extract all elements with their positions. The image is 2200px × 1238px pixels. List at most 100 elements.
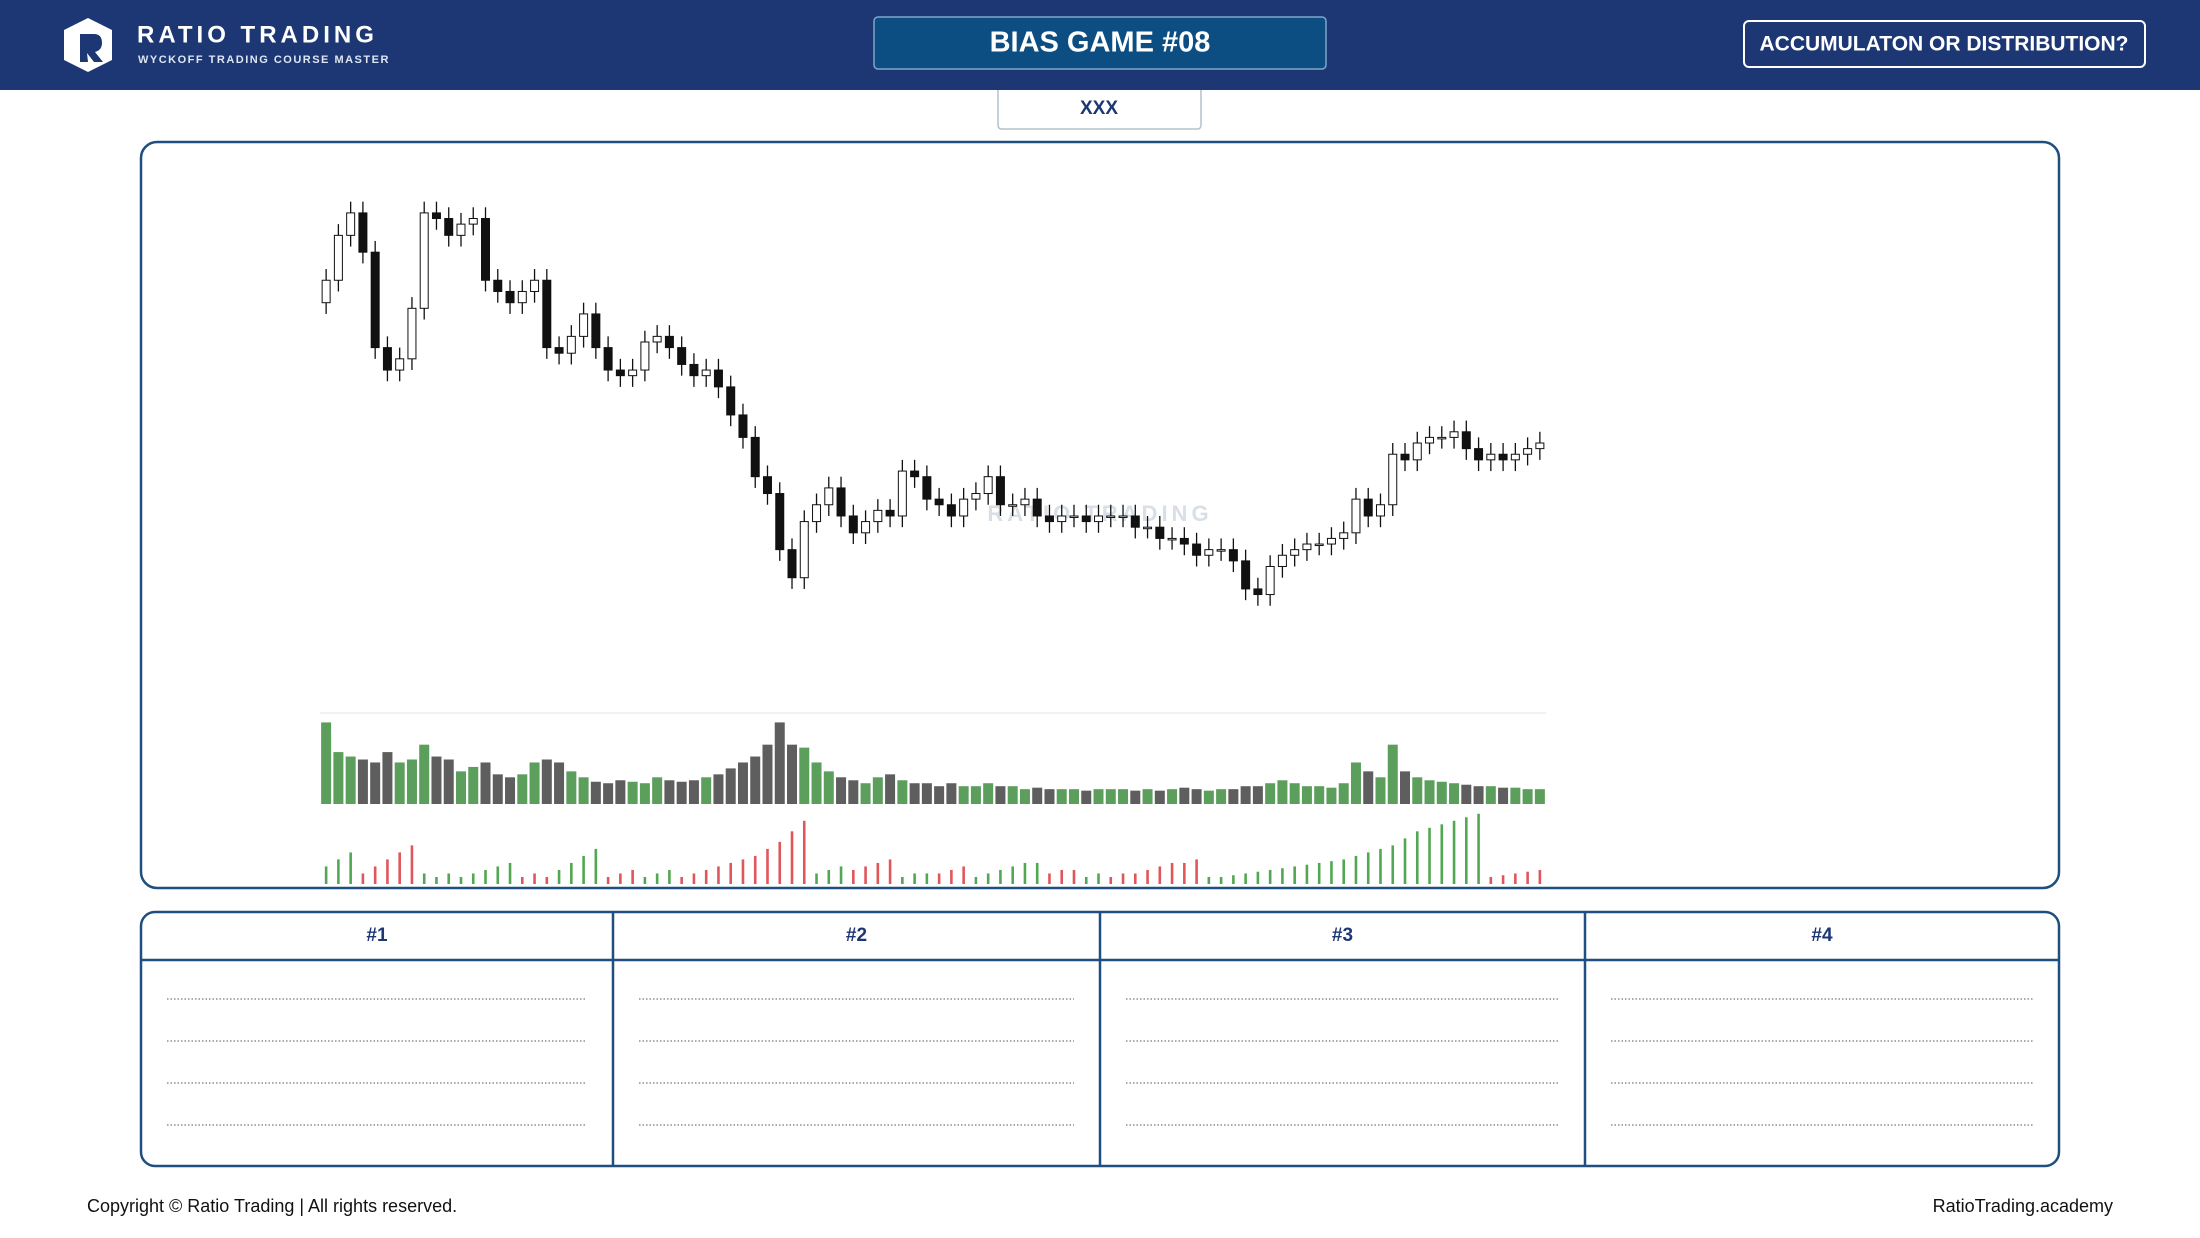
volume-bar: [1301, 786, 1312, 804]
candle-body: [861, 521, 871, 534]
volume-bar: [468, 766, 479, 804]
indicator-bar: [827, 869, 831, 884]
candle-body: [1118, 515, 1128, 518]
indicator-bar: [778, 841, 782, 884]
candle-body: [812, 504, 822, 523]
website: RatioTrading.academy: [1933, 1196, 2113, 1216]
volume-bar: [419, 744, 430, 804]
volume-bar: [357, 759, 368, 804]
volume-bar: [688, 780, 699, 804]
candle-body: [1290, 549, 1300, 556]
game-title-box: [873, 16, 1327, 70]
indicator-bar: [349, 852, 352, 884]
copyright: Copyright © Ratio Trading | All rights r…: [87, 1196, 457, 1216]
indicator-bar: [668, 869, 671, 884]
volume-bar: [1203, 790, 1214, 804]
candle-body: [1339, 532, 1349, 539]
volume-bar: [750, 756, 761, 804]
indicator-bar: [1268, 869, 1272, 884]
candle-body: [1388, 453, 1398, 506]
candle-body: [1326, 537, 1336, 545]
indicator-bar: [790, 831, 794, 884]
candle-body: [481, 218, 491, 281]
volume-bar: [431, 756, 442, 804]
volume-bar: [1522, 789, 1533, 804]
candle-body: [1449, 431, 1459, 438]
volume-bar: [505, 777, 516, 804]
volume-bar: [1191, 789, 1202, 804]
volume-bar: [787, 744, 798, 804]
indicator-bar: [1244, 873, 1247, 884]
volume-bar: [566, 771, 577, 804]
candle-body: [848, 515, 858, 534]
indicator-bar: [1170, 862, 1174, 884]
volume-bar: [1007, 786, 1018, 804]
volume-bar: [1081, 790, 1092, 804]
indicator-bar: [962, 866, 965, 884]
candle-body: [910, 470, 920, 478]
volume-bar: [443, 759, 454, 804]
candle-body: [1192, 543, 1202, 556]
candle-body: [542, 279, 552, 349]
indicator-bar: [1538, 869, 1542, 884]
volume-bar: [1179, 787, 1190, 804]
candle-body: [566, 335, 576, 354]
volume-bar: [1534, 789, 1545, 804]
candle-body: [799, 521, 809, 579]
candle-body: [1535, 442, 1545, 450]
candle-body: [1523, 448, 1533, 455]
indicator-bar: [1146, 869, 1149, 884]
volume-bar: [1019, 789, 1030, 804]
indicator-bar: [643, 876, 647, 884]
candle-body: [787, 549, 797, 579]
candle-body: [419, 212, 429, 309]
candle-body: [1474, 448, 1484, 461]
indicator-bar: [717, 866, 720, 884]
indicator-bar: [1379, 848, 1382, 884]
candle-body: [1363, 498, 1373, 517]
indicator-bar: [888, 859, 892, 884]
indicator-bar: [1048, 873, 1051, 884]
volume-bar: [1338, 783, 1349, 804]
indicator-bar: [1415, 831, 1419, 884]
indicator-bar: [337, 859, 340, 884]
candle-body: [407, 307, 417, 360]
volume-bar: [554, 762, 565, 804]
candle-body: [1179, 537, 1189, 545]
indicator-bar: [1121, 873, 1125, 884]
volume-bar: [872, 777, 883, 804]
chart: RATIO TRADING: [320, 201, 1546, 884]
indicator-bar: [1440, 824, 1444, 884]
candle-body: [1375, 504, 1385, 517]
volume-bar: [1412, 777, 1423, 804]
indicator-bar: [484, 869, 487, 884]
candle-body: [738, 414, 748, 438]
candle-body: [591, 313, 601, 349]
column-header: #2: [846, 925, 867, 946]
indicator-bar: [631, 869, 634, 884]
candle-body: [1265, 565, 1275, 596]
volume-bar: [1068, 789, 1079, 804]
volume-bar: [517, 774, 528, 804]
volume-bar: [1044, 789, 1055, 804]
indicator-bar: [1072, 869, 1076, 884]
volume-bar: [1424, 780, 1435, 804]
volume-bar: [1400, 771, 1411, 804]
candle-body: [321, 279, 331, 304]
indicator-bar: [373, 866, 377, 884]
indicator-bar: [471, 873, 475, 884]
volume-bar: [1093, 789, 1104, 804]
volume-bar: [578, 777, 589, 804]
candle-body: [628, 369, 638, 377]
volume-bar: [492, 774, 503, 804]
volume-bar: [701, 777, 712, 804]
volume-bar: [1056, 789, 1067, 804]
volume-bar: [1314, 786, 1325, 804]
candle-body: [1425, 436, 1435, 444]
volume-bar: [762, 744, 773, 804]
volume-bar: [1473, 786, 1484, 804]
candle-body: [603, 347, 613, 371]
candle-body: [579, 313, 589, 337]
game-title: BIAS GAME #08: [990, 27, 1211, 59]
candle-body: [1277, 554, 1287, 567]
